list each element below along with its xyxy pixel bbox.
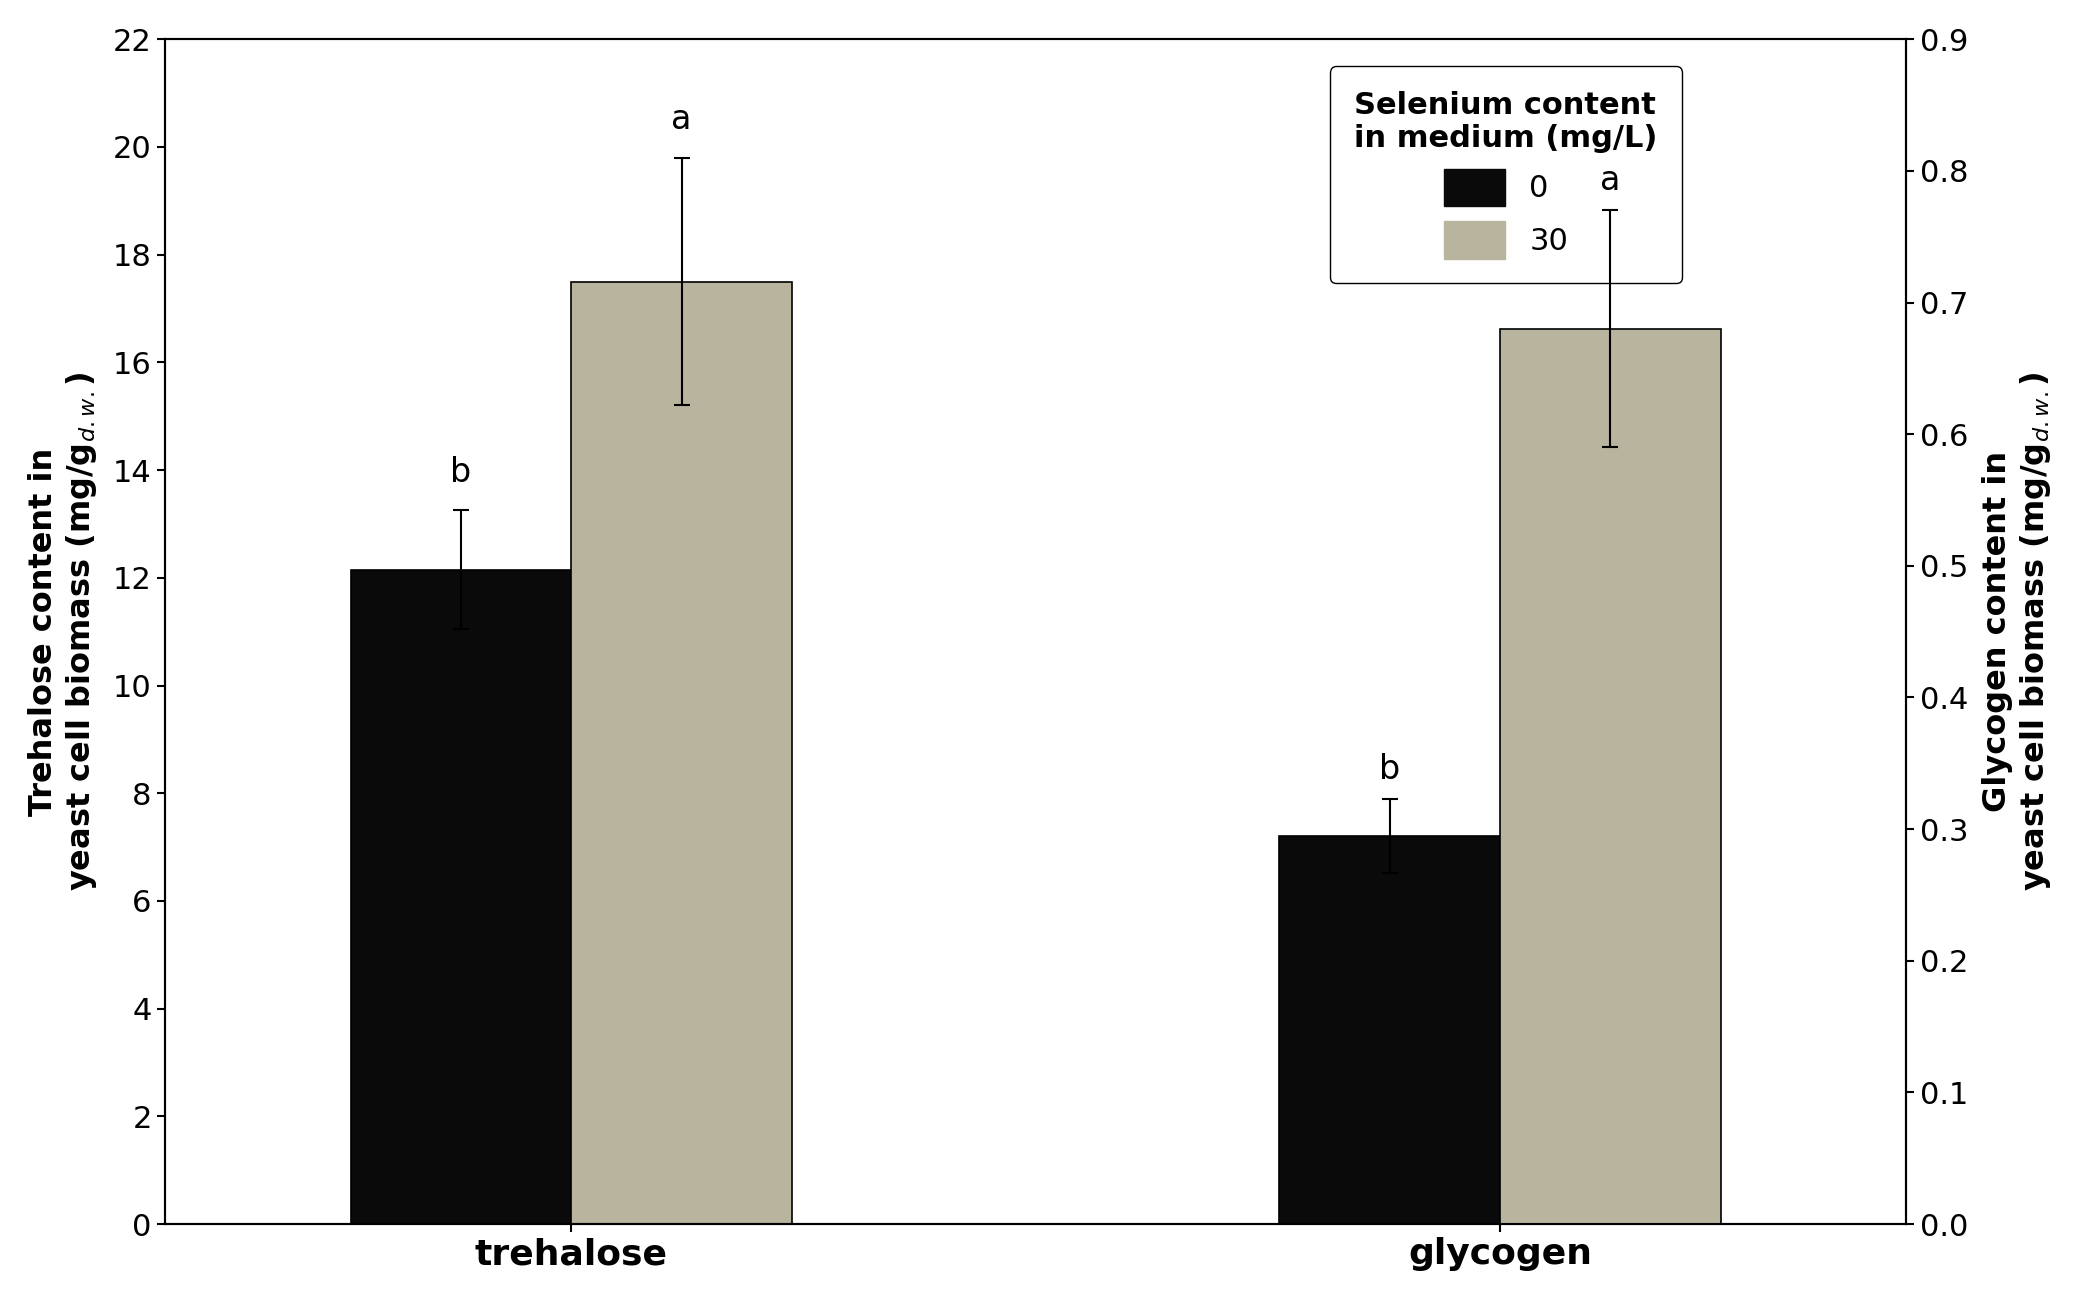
Bar <box>572 282 793 1224</box>
Text: b: b <box>449 456 472 488</box>
Text: a: a <box>1600 164 1621 197</box>
Bar <box>1280 835 1500 1224</box>
Bar <box>1500 329 1721 1224</box>
Text: b: b <box>1380 752 1401 786</box>
Text: a: a <box>672 103 691 136</box>
Bar <box>352 570 572 1224</box>
Legend: 0, 30: 0, 30 <box>1330 66 1681 283</box>
Y-axis label: Glycogen content in
yeast cell biomass (mg/g$_{d.w.}$): Glycogen content in yeast cell biomass (… <box>1981 372 2054 891</box>
Y-axis label: Trehalose content in
yeast cell biomass (mg/g$_{d.w.}$): Trehalose content in yeast cell biomass … <box>27 372 100 891</box>
